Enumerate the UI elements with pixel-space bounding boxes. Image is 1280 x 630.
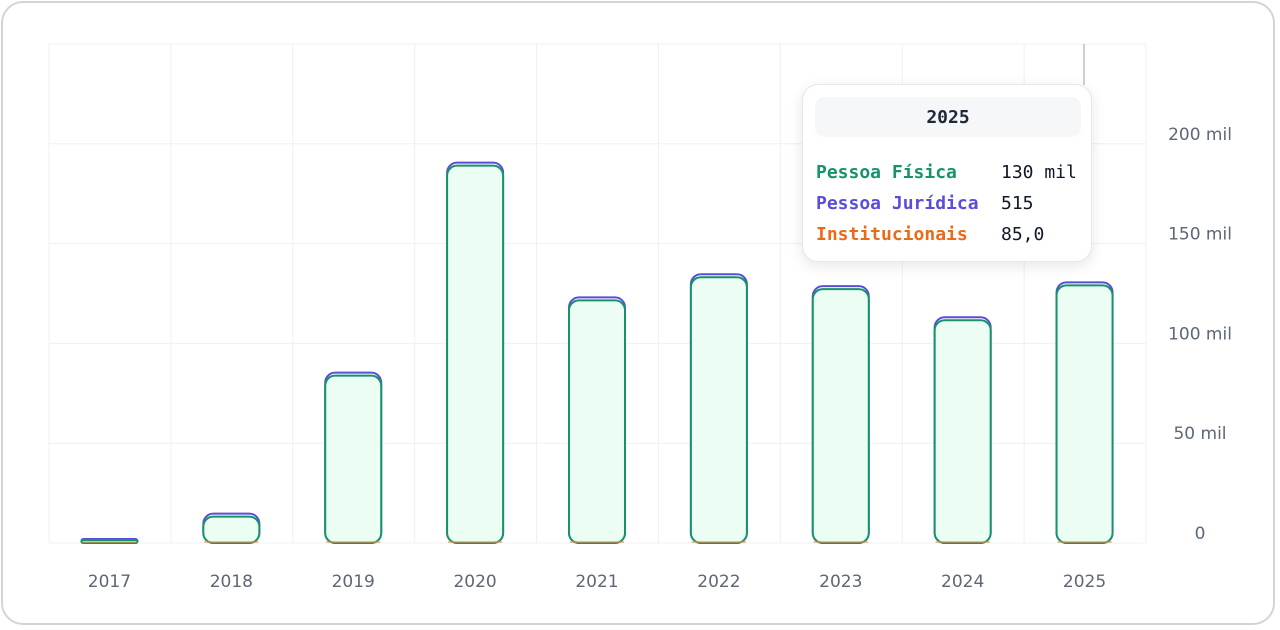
x-axis-ticks: 2017 2018 2019 2020 2021 2022 2023 2024 2025 (88, 572, 1106, 592)
y-tick-label: 200 mil (1168, 125, 1232, 145)
bar-group-2025[interactable] (1055, 281, 1114, 544)
x-tick-label: 2017 (88, 572, 131, 592)
bar-group-2020[interactable] (446, 161, 505, 544)
y-tick-label: 100 mil (1168, 324, 1232, 344)
tooltip-title: 2025 (815, 97, 1081, 137)
tooltip-label: Pessoa Física (816, 161, 957, 183)
bar-pessoa-fisica[interactable] (324, 374, 383, 544)
bar-group-2017[interactable] (80, 538, 139, 544)
y-axis-ticks: 0 50 mil 100 mil 150 mil 200 mil (1168, 125, 1232, 544)
bar-pessoa-fisica[interactable] (1055, 284, 1114, 544)
bar-institucionais[interactable] (691, 541, 746, 543)
y-tick-label: 150 mil (1168, 225, 1232, 245)
bar-institucionais[interactable] (82, 541, 137, 543)
x-tick-label: 2021 (575, 572, 618, 592)
bar-pessoa-fisica[interactable] (446, 164, 505, 544)
x-tick-label: 2022 (697, 572, 740, 592)
x-tick-label: 2020 (453, 572, 496, 592)
bar-institucionais[interactable] (1057, 541, 1112, 543)
bar-group-2023[interactable] (811, 285, 870, 544)
bar-pessoa-fisica[interactable] (202, 515, 261, 545)
bar-institucionais[interactable] (935, 541, 990, 543)
bar-institucionais[interactable] (570, 541, 624, 543)
bar-pessoa-fisica[interactable] (811, 288, 870, 544)
tooltip-row-pessoa-juridica: Pessoa Jurídica 515 (816, 190, 1034, 216)
bar-group-2019[interactable] (324, 371, 383, 544)
bar-institucionais[interactable] (204, 541, 259, 543)
tooltip-value: 130 mil (1001, 161, 1077, 183)
x-tick-label: 2018 (210, 572, 253, 592)
y-tick-label: 0 (1195, 524, 1206, 544)
bar-pessoa-fisica[interactable] (568, 299, 626, 545)
bar-group-2018[interactable] (202, 512, 261, 545)
tooltip-label: Pessoa Jurídica (816, 192, 979, 214)
bar-institucionais[interactable] (813, 541, 868, 543)
tooltip-row-institucionais: Institucionais 85,0 (816, 221, 1044, 247)
y-tick-label: 50 mil (1173, 424, 1226, 444)
bar-group-2021[interactable] (568, 296, 626, 545)
x-tick-label: 2019 (332, 572, 375, 592)
tooltip-label: Institucionais (816, 223, 968, 245)
bar-group-2022[interactable] (689, 273, 748, 544)
tooltip-row-pessoa-fisica: Pessoa Física 130 mil (816, 159, 1077, 185)
bar-pessoa-fisica[interactable] (689, 276, 748, 544)
bar-group-2024[interactable] (933, 316, 992, 545)
tooltip-value: 85,0 (1001, 223, 1045, 245)
bar-institucionais[interactable] (326, 541, 381, 543)
bar-institucionais[interactable] (448, 541, 503, 543)
x-tick-label: 2024 (941, 572, 984, 592)
chart-tooltip: 2025 Pessoa Física 130 mil Pessoa Jurídi… (802, 84, 1092, 262)
bar-pessoa-fisica[interactable] (933, 319, 992, 545)
bars (80, 161, 1114, 545)
x-tick-label: 2025 (1063, 572, 1106, 592)
x-tick-label: 2023 (819, 572, 862, 592)
tooltip-value: 515 (1001, 192, 1034, 214)
